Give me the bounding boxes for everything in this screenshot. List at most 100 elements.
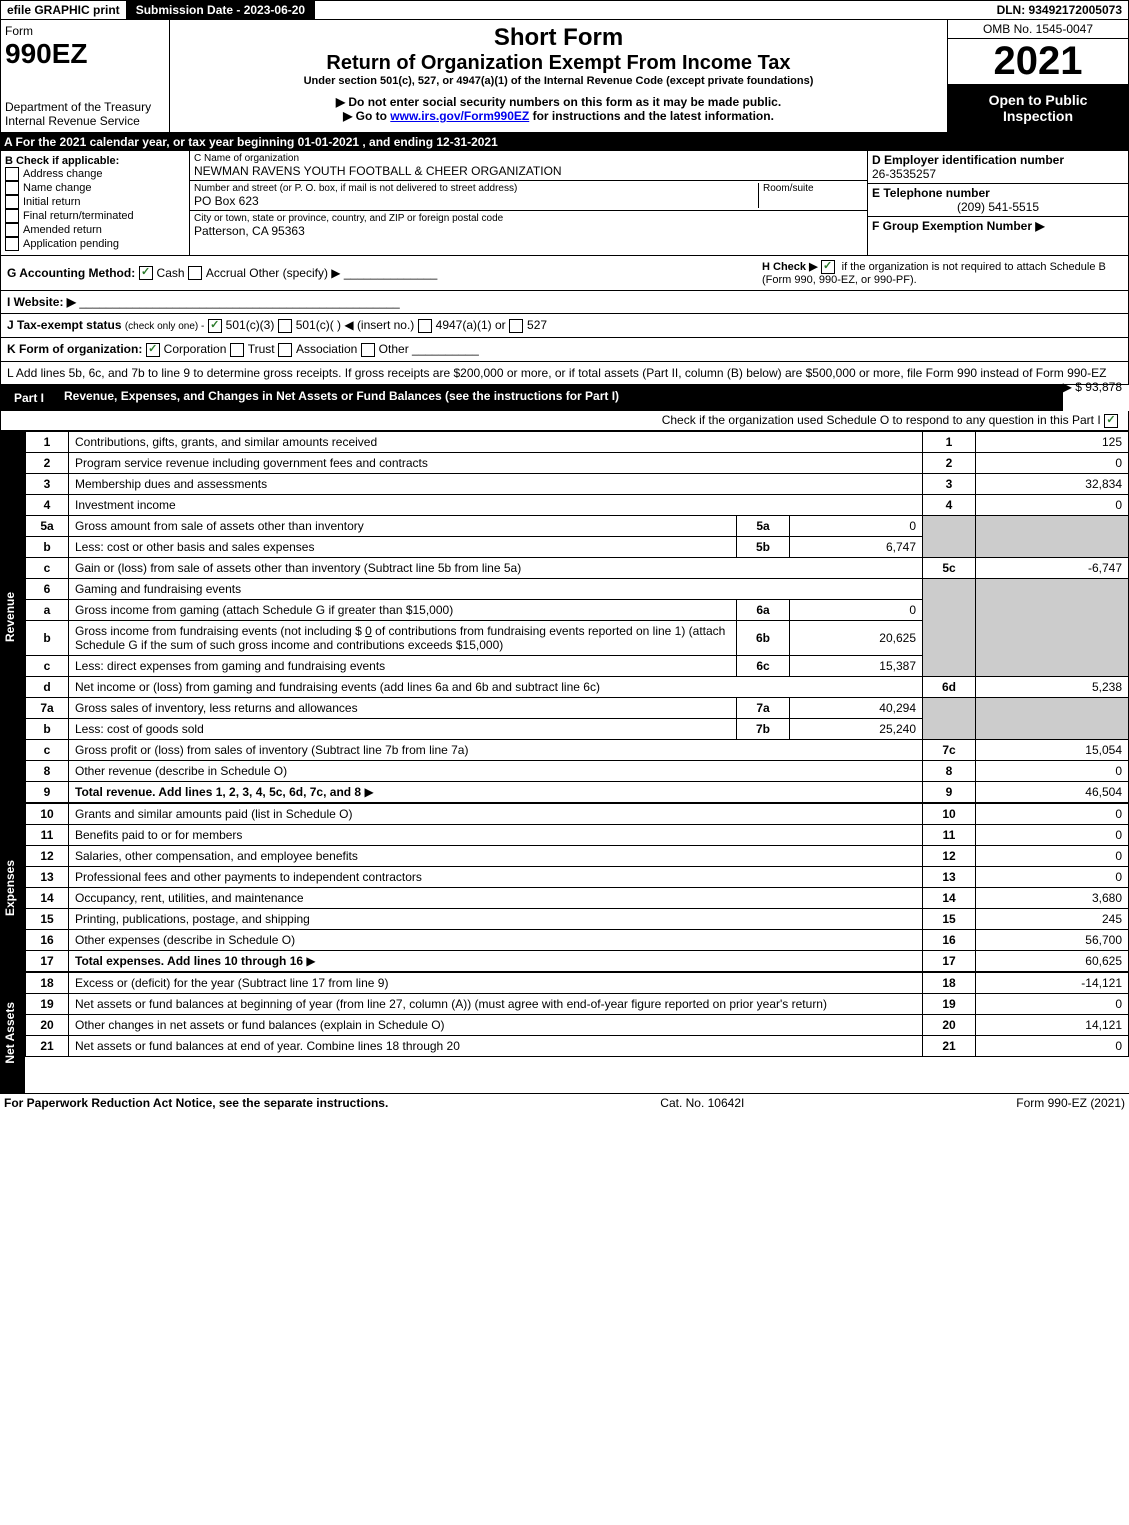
check-initial-return[interactable]: Initial return [5,195,185,209]
line-ref: 12 [923,845,976,866]
line-ref: 7c [923,739,976,760]
line-ref: 9 [923,781,976,802]
irs-link[interactable]: www.irs.gov/Form990EZ [390,109,529,123]
sub-label: 6c [737,655,790,676]
form-label: Form [5,24,165,38]
other-label: Other (specify) ▶ [249,266,340,280]
line-desc: Investment income [75,498,176,512]
check-name-change[interactable]: Name change [5,181,185,195]
line-16: 16 Other expenses (describe in Schedule O… [26,929,1129,950]
line-amount: 0 [976,452,1129,473]
line-ref: 16 [923,929,976,950]
check-corporation[interactable] [146,343,160,357]
sub-label: 7a [737,697,790,718]
line-g: G Accounting Method: Cash Accrual Other … [7,266,762,281]
footer-center: Cat. No. 10642I [660,1096,744,1110]
check-501c3[interactable] [208,319,222,333]
column-c: C Name of organization NEWMAN RAVENS YOU… [190,151,868,255]
line-num: 9 [26,781,69,802]
line-desc: Total expenses. Add lines 10 through 16 [75,954,303,968]
line-ref: 18 [923,972,976,993]
check-label: Name change [23,182,92,194]
line-l-text: L Add lines 5b, 6c, and 7b to line 9 to … [7,366,1106,380]
ein-value: 26-3535257 [872,167,1124,181]
line-desc: Professional fees and other payments to … [75,870,422,884]
side-label-netassets: Net Assets [1,972,25,1094]
check-label: Application pending [23,238,119,250]
line-ref: 5c [923,557,976,578]
line-21: 21Net assets or fund balances at end of … [26,1035,1129,1056]
side-label-revenue: Revenue [1,431,25,803]
line-amount: 60,625 [976,950,1129,971]
line-desc: Other expenses (describe in Schedule O) [75,933,295,947]
submission-date: Submission Date - 2023-06-20 [126,1,315,19]
check-trust[interactable] [230,343,244,357]
arrow-icon: ▶ [306,954,315,968]
line-10: 10Grants and similar amounts paid (list … [26,803,1129,824]
line-amount: 0 [976,866,1129,887]
line-7c: cGross profit or (loss) from sales of in… [26,739,1129,760]
part1-label: Part I [4,389,54,407]
inspection-label: Open to Public Inspection [948,84,1128,132]
line-num: 1 [26,431,69,452]
footer-right: Form 990-EZ (2021) [1016,1096,1125,1110]
grey-cell [923,697,976,739]
check-schedule-o-part1[interactable] [1104,414,1118,428]
check-501c[interactable] [278,319,292,333]
opt-4947: 4947(a)(1) or [436,318,506,332]
tel-value: (209) 541-5515 [872,200,1124,214]
check-application-pending[interactable]: Application pending [5,237,185,251]
form-number: 990EZ [5,38,165,70]
line-desc: Program service revenue including govern… [75,456,428,470]
department-label: Department of the Treasury Internal Reve… [5,100,165,128]
line-13: 13 Professional fees and other payments t… [26,866,1129,887]
revenue-section: Revenue 1Contributions, gifts, grants, a… [0,431,1129,803]
check-4947[interactable] [418,319,432,333]
tax-year: 2021 [948,39,1128,84]
line-j: J Tax-exempt status (check only one) - 5… [0,314,1129,338]
footer: For Paperwork Reduction Act Notice, see … [0,1093,1129,1112]
opt-corp: Corporation [164,342,227,356]
sub-label: 6b [737,620,790,655]
line-num: 8 [26,760,69,781]
check-527[interactable] [509,319,523,333]
header-subtitle: Under section 501(c), 527, or 4947(a)(1)… [174,75,943,87]
line-ref: 2 [923,452,976,473]
check-final-return[interactable]: Final return/terminated [5,209,185,223]
check-association[interactable] [278,343,292,357]
check-accrual[interactable] [188,266,202,280]
line-desc: Other revenue (describe in Schedule O) [75,764,287,778]
sub-val: 6,747 [790,536,923,557]
top-bar: efile GRAPHIC print Submission Date - 20… [0,0,1129,20]
line-num: d [26,676,69,697]
line-19: 19Net assets or fund balances at beginni… [26,993,1129,1014]
line-desc: Less: direct expenses from gaming and fu… [75,659,385,673]
header-left: Form 990EZ Department of the Treasury In… [1,20,170,132]
line-num: 6 [26,578,69,599]
sub-val: 20,625 [790,620,923,655]
line-12: 12Salaries, other compensation, and empl… [26,845,1129,866]
check-address-change[interactable]: Address change [5,167,185,181]
line-7a: 7aGross sales of inventory, less returns… [26,697,1129,718]
line-num: c [26,557,69,578]
sub-val: 25,240 [790,718,923,739]
grey-cell [976,578,1129,676]
line-num: 20 [26,1014,69,1035]
website-label: I Website: ▶ [7,295,76,309]
line-amount: 0 [976,803,1129,824]
check-schedule-b[interactable] [821,260,835,274]
line-num: 13 [26,866,69,887]
line-k-label: K Form of organization: [7,342,142,356]
line-amount: 0 [976,993,1129,1014]
check-cash[interactable] [139,266,153,280]
column-b: B Check if applicable: Address change Na… [1,151,190,255]
line-num: 17 [26,950,69,971]
sub-val: 40,294 [790,697,923,718]
line-num: b [26,718,69,739]
ein-row: D Employer identification number 26-3535… [868,151,1128,184]
accrual-label: Accrual [206,266,246,280]
check-amended-return[interactable]: Amended return [5,223,185,237]
line-g-label: G Accounting Method: [7,266,135,280]
city-value: Patterson, CA 95363 [194,224,863,238]
check-other-org[interactable] [361,343,375,357]
